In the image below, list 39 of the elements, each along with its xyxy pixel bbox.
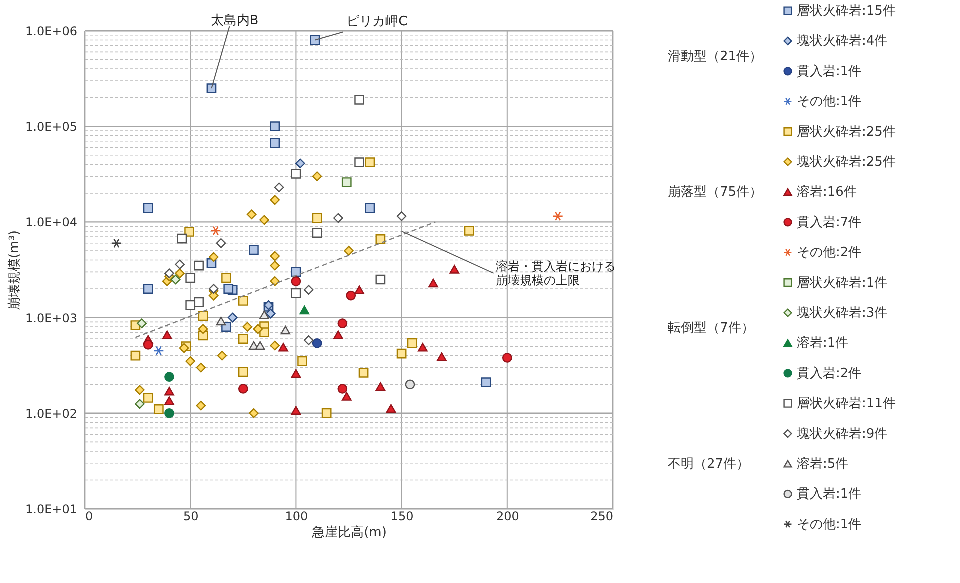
legend-label: その他:1件 xyxy=(797,94,862,110)
legend-label: その他:1件 xyxy=(797,517,862,532)
legend-label: 層状火砕岩:1件 xyxy=(797,276,888,291)
annotation: 溶岩・貫入岩における崩壊規模の上限 xyxy=(496,259,616,288)
legend-label: 層状火砕岩:25件 xyxy=(797,124,896,140)
legend-label: 貫入岩:1件 xyxy=(797,64,862,80)
legend-label: 層状火砕岩:15件 xyxy=(797,4,896,19)
x-tick-label: 200 xyxy=(496,510,520,524)
y-axis-title: 崩壊規模(m³) xyxy=(8,230,23,311)
text: 滑動型（21件） xyxy=(668,49,763,64)
legend-label: 貫入岩:7件 xyxy=(797,215,862,230)
x-tick-label: 0 xyxy=(86,510,94,524)
legend-label: 塊状火砕岩:4件 xyxy=(796,34,888,50)
annotation: ピリカ岬C xyxy=(346,14,408,30)
x-axis-title: 急崖比高(m) xyxy=(311,524,387,540)
y-tick-label: 1.0E+06 xyxy=(26,24,78,38)
legend-label: 溶岩:1件 xyxy=(797,335,849,352)
x-tick-label: 150 xyxy=(390,510,414,524)
legend-label: 溶岩:16件 xyxy=(797,184,857,200)
legend-label: 塊状火砕岩:25件 xyxy=(796,155,896,170)
y-tick-label: 1.0E+03 xyxy=(26,311,78,326)
text: 崩落型（75件） xyxy=(668,185,763,200)
legend-label: 層状火砕岩:11件 xyxy=(797,396,896,412)
y-tick-label: 1.0E+05 xyxy=(26,120,78,134)
x-tick-label: 100 xyxy=(285,510,308,524)
legend-label: 貫入岩:2件 xyxy=(797,366,862,382)
legend-label: 溶岩:5件 xyxy=(797,456,849,472)
y-tick-label: 1.0E+04 xyxy=(26,216,78,230)
y-tick-label: 1.0E+02 xyxy=(26,406,78,421)
annotation: 太島内B xyxy=(210,14,259,29)
legend-label: その他:2件 xyxy=(797,246,862,261)
legend-label: 塊状火砕岩:9件 xyxy=(796,426,888,442)
legend-label: 塊状火砕岩:3件 xyxy=(796,306,888,321)
text: 転倒型（7件） xyxy=(668,321,754,336)
text: 不明（27件） xyxy=(668,457,750,472)
x-tick-label: 50 xyxy=(183,510,199,524)
legend-label: 貫入岩:1件 xyxy=(797,487,862,502)
y-tick-label: 1.0E+01 xyxy=(26,502,78,516)
x-tick-label: 250 xyxy=(590,510,614,524)
